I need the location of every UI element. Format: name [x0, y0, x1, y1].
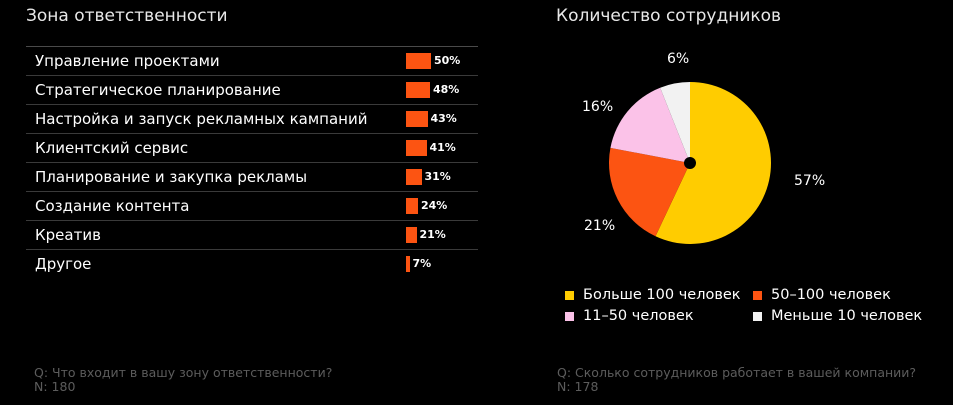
- bar-row: Настройка и запуск рекламных кампаний 43%: [26, 104, 478, 133]
- bar-value-label: 24%: [421, 199, 448, 212]
- bar: [406, 111, 428, 127]
- bar: [406, 53, 431, 69]
- legend-swatch: [753, 290, 762, 300]
- bar-value-label: 48%: [433, 83, 460, 96]
- legend-swatch: [753, 311, 762, 321]
- bar: [406, 140, 427, 156]
- bar-row: Креатив 21%: [26, 220, 478, 249]
- legend-item: Меньше 10 человек: [753, 308, 943, 324]
- pie-slice: [655, 82, 771, 245]
- bar-category-label: Настройка и запуск рекламных кампаний: [35, 110, 368, 128]
- bar-row: Клиентский сервис 41%: [26, 133, 478, 162]
- pie-slice: [660, 82, 690, 163]
- pie-chart-title: Количество сотрудников: [556, 6, 782, 26]
- bar: [406, 227, 417, 243]
- legend-item: 11–50 человек: [565, 308, 753, 324]
- bar-chart-title: Зона ответственности: [26, 6, 228, 26]
- bar: [406, 256, 410, 272]
- bar: [406, 82, 430, 98]
- bar-category-label: Стратегическое планирование: [35, 81, 281, 99]
- bar-value-label: 50%: [434, 54, 461, 67]
- bar-value-label: 43%: [430, 112, 457, 125]
- pie-slice: [609, 147, 690, 237]
- legend-label: 11–50 человек: [583, 308, 694, 324]
- pie-slice: [610, 87, 690, 163]
- bar-row: Планирование и закупка рекламы 31%: [26, 162, 478, 191]
- legend-label: Меньше 10 человек: [771, 308, 923, 324]
- legend-label: Больше 100 человек: [583, 287, 741, 303]
- legend-label: 50–100 человек: [771, 287, 891, 303]
- pie-center-dot: [684, 157, 696, 169]
- bar-category-label: Креатив: [35, 226, 101, 244]
- pie-chart-question: Q: Сколько сотрудников работает в вашей …: [557, 366, 916, 394]
- bar-chart-sample-size: N: 180: [34, 379, 76, 394]
- bar-category-label: Планирование и закупка рекламы: [35, 168, 308, 186]
- bar-chart-question-text: Q: Что входит в вашу зону ответственност…: [34, 365, 333, 380]
- bar-category-label: Клиентский сервис: [35, 139, 189, 157]
- bar-category-label: Другое: [35, 255, 92, 273]
- bar: [406, 169, 422, 185]
- bar-category-label: Управление проектами: [35, 52, 220, 70]
- bar-chart: Управление проектами 50% Стратегическое пл…: [26, 46, 478, 278]
- pie-chart-legend: Больше 100 человек 50–100 человек 11–50 че…: [565, 287, 950, 324]
- legend-swatch: [565, 311, 574, 321]
- bar-chart-question: Q: Что входит в вашу зону ответственност…: [34, 366, 332, 394]
- bar-value-label: 7%: [412, 257, 432, 270]
- legend-item: 50–100 человек: [753, 287, 943, 303]
- pie-chart-sample-size: N: 178: [557, 379, 599, 394]
- pie-slice-label: 16%: [582, 99, 613, 115]
- bar-row: Управление проектами 50%: [26, 46, 478, 75]
- pie-chart: 57% 21% 16% 6%: [582, 51, 825, 245]
- bar-value-label: 31%: [424, 170, 451, 183]
- pie-chart-question-text: Q: Сколько сотрудников работает в вашей …: [557, 365, 917, 380]
- pie-slice-label: 21%: [584, 218, 615, 234]
- bar-value-label: 21%: [419, 228, 446, 241]
- pie-slice-label: 6%: [667, 51, 689, 67]
- legend-swatch: [565, 290, 574, 300]
- bar-row: Стратегическое планирование 48%: [26, 75, 478, 104]
- legend-item: Больше 100 человек: [565, 287, 753, 303]
- pie-slice-label: 57%: [794, 173, 825, 189]
- bar-value-label: 41%: [429, 141, 456, 154]
- bar: [406, 198, 418, 214]
- bar-category-label: Создание контента: [35, 197, 190, 215]
- bar-row: Создание контента 24%: [26, 191, 478, 220]
- bar-row: Другое 7%: [26, 249, 478, 278]
